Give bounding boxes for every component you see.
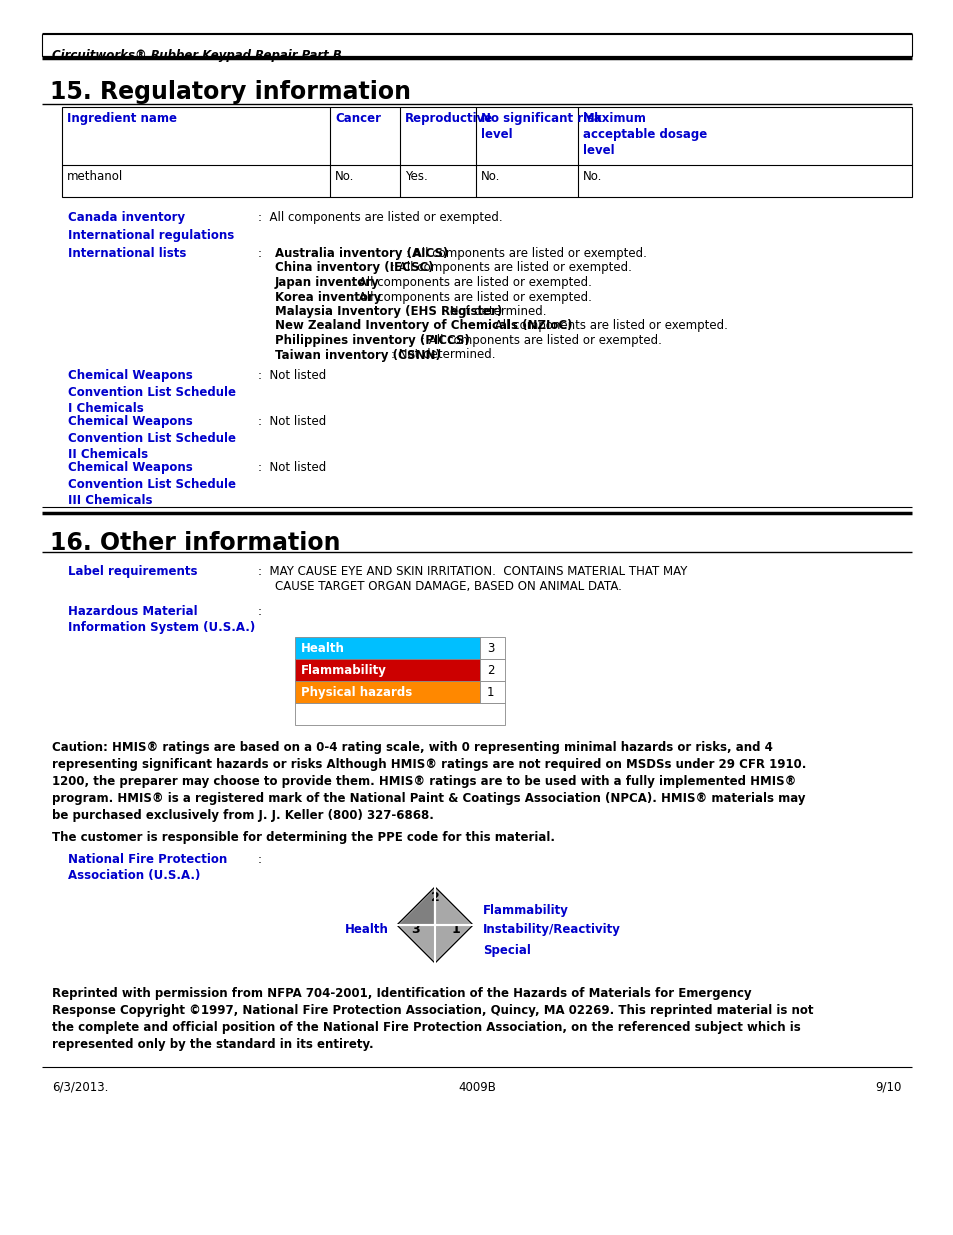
Text: No significant risk
level: No significant risk level <box>480 112 601 141</box>
Bar <box>294 659 479 680</box>
Text: : All components are listed or exempted.: : All components are listed or exempted. <box>351 290 591 304</box>
Text: methanol: methanol <box>67 170 123 183</box>
Text: Chemical Weapons
Convention List Schedule
I Chemicals: Chemical Weapons Convention List Schedul… <box>68 369 235 415</box>
Text: Philippines inventory (PICCS): Philippines inventory (PICCS) <box>274 333 470 347</box>
Polygon shape <box>396 887 473 925</box>
Bar <box>42 35 911 56</box>
Text: the complete and official position of the National Fire Protection Association, : the complete and official position of th… <box>52 1021 800 1034</box>
Text: Maximum
acceptable dosage
level: Maximum acceptable dosage level <box>582 112 706 157</box>
Text: 3: 3 <box>486 642 494 655</box>
Text: 2: 2 <box>486 664 494 677</box>
Bar <box>479 659 504 680</box>
Bar <box>479 680 504 703</box>
Text: Chemical Weapons
Convention List Schedule
III Chemicals: Chemical Weapons Convention List Schedul… <box>68 461 235 508</box>
Text: : All components are listed or exempted.: : All components are listed or exempted. <box>487 320 727 332</box>
Text: China inventory (IECSC): China inventory (IECSC) <box>274 262 434 274</box>
Text: : All components are listed or exempted.: : All components are listed or exempted. <box>406 247 646 261</box>
Text: be purchased exclusively from J. J. Keller (800) 327-6868.: be purchased exclusively from J. J. Kell… <box>52 809 434 823</box>
Text: CAUSE TARGET ORGAN DAMAGE, BASED ON ANIMAL DATA.: CAUSE TARGET ORGAN DAMAGE, BASED ON ANIM… <box>274 580 621 593</box>
Text: :: : <box>257 853 262 866</box>
Text: International regulations: International regulations <box>68 228 234 242</box>
Text: No.: No. <box>335 170 354 183</box>
Text: :  All components are listed or exempted.: : All components are listed or exempted. <box>257 211 502 224</box>
Text: Reproductive: Reproductive <box>405 112 493 125</box>
Polygon shape <box>435 887 473 963</box>
Text: Canada inventory: Canada inventory <box>68 211 185 224</box>
Text: 1: 1 <box>486 685 494 699</box>
Text: Chemical Weapons
Convention List Schedule
II Chemicals: Chemical Weapons Convention List Schedul… <box>68 415 235 461</box>
Text: : All components are listed or exempted.: : All components are listed or exempted. <box>351 275 591 289</box>
Text: Circuitworks® Rubber Keypad Repair Part B: Circuitworks® Rubber Keypad Repair Part … <box>52 49 341 62</box>
Text: Special: Special <box>482 944 530 957</box>
Polygon shape <box>396 925 473 963</box>
Text: :  MAY CAUSE EYE AND SKIN IRRITATION.  CONTAINS MATERIAL THAT MAY: : MAY CAUSE EYE AND SKIN IRRITATION. CON… <box>257 564 687 578</box>
Text: 9/10: 9/10 <box>875 1081 901 1094</box>
Text: Response Copyright ©1997, National Fire Protection Association, Quincy, MA 02269: Response Copyright ©1997, National Fire … <box>52 1004 813 1016</box>
Text: Hazardous Material
Information System (U.S.A.): Hazardous Material Information System (U… <box>68 605 255 635</box>
Text: Korea inventory: Korea inventory <box>274 290 381 304</box>
Text: Malaysia Inventory (EHS Register): Malaysia Inventory (EHS Register) <box>274 305 502 317</box>
Text: Yes.: Yes. <box>405 170 427 183</box>
Text: Instability/Reactivity: Instability/Reactivity <box>482 923 620 936</box>
Text: Ingredient name: Ingredient name <box>67 112 177 125</box>
Text: Australia inventory (AICS): Australia inventory (AICS) <box>274 247 448 261</box>
Text: No.: No. <box>582 170 601 183</box>
Text: Label requirements: Label requirements <box>68 564 197 578</box>
Text: Health: Health <box>345 923 389 936</box>
Bar <box>294 637 479 659</box>
Text: : Not determined.: : Not determined. <box>391 348 496 362</box>
Text: 4009B: 4009B <box>457 1081 496 1094</box>
Text: Caution: HMIS® ratings are based on a 0-4 rating scale, with 0 representing mini: Caution: HMIS® ratings are based on a 0-… <box>52 741 772 755</box>
Text: representing significant hazards or risks Although HMIS® ratings are not require: representing significant hazards or risk… <box>52 758 805 771</box>
Text: :: : <box>257 605 262 618</box>
Text: 3: 3 <box>412 923 420 936</box>
Text: The customer is responsible for determining the PPE code for this material.: The customer is responsible for determin… <box>52 831 555 844</box>
Text: program. HMIS® is a registered mark of the National Paint & Coatings Association: program. HMIS® is a registered mark of t… <box>52 792 804 805</box>
Text: 16. Other information: 16. Other information <box>50 531 340 555</box>
Text: National Fire Protection
Association (U.S.A.): National Fire Protection Association (U.… <box>68 853 227 883</box>
Bar <box>294 703 504 725</box>
Text: 1200, the preparer may choose to provide them. HMIS® ratings are to be used with: 1200, the preparer may choose to provide… <box>52 776 796 788</box>
Bar <box>294 680 479 703</box>
Text: Cancer: Cancer <box>335 112 380 125</box>
Text: :  Not listed: : Not listed <box>257 415 326 429</box>
Bar <box>479 637 504 659</box>
Text: 1: 1 <box>451 923 460 936</box>
Text: International lists: International lists <box>68 247 186 261</box>
Polygon shape <box>396 887 435 963</box>
Text: 15. Regulatory information: 15. Regulatory information <box>50 80 411 104</box>
Text: : Not determined.: : Not determined. <box>441 305 545 317</box>
Text: :: : <box>257 247 262 261</box>
Text: Japan inventory: Japan inventory <box>274 275 379 289</box>
Text: 6/3/2013.: 6/3/2013. <box>52 1081 109 1094</box>
Text: Physical hazards: Physical hazards <box>301 685 412 699</box>
Bar <box>62 107 911 198</box>
Text: :  Not listed: : Not listed <box>257 461 326 474</box>
Text: represented only by the standard in its entirety.: represented only by the standard in its … <box>52 1037 374 1051</box>
Text: Reprinted with permission from NFPA 704-2001, Identification of the Hazards of M: Reprinted with permission from NFPA 704-… <box>52 987 751 1000</box>
Text: Taiwan inventory (CSNN): Taiwan inventory (CSNN) <box>274 348 440 362</box>
Text: No.: No. <box>480 170 500 183</box>
Text: Health: Health <box>301 642 345 655</box>
Text: Flammability: Flammability <box>482 904 568 918</box>
Text: New Zealand Inventory of Chemicals (NZIoC): New Zealand Inventory of Chemicals (NZIo… <box>274 320 572 332</box>
Text: :  Not listed: : Not listed <box>257 369 326 382</box>
Text: : All components are listed or exempted.: : All components are listed or exempted. <box>391 262 631 274</box>
Text: 2: 2 <box>430 890 439 904</box>
Text: : All components are listed or exempted.: : All components are listed or exempted. <box>421 333 661 347</box>
Text: Flammability: Flammability <box>301 664 387 677</box>
